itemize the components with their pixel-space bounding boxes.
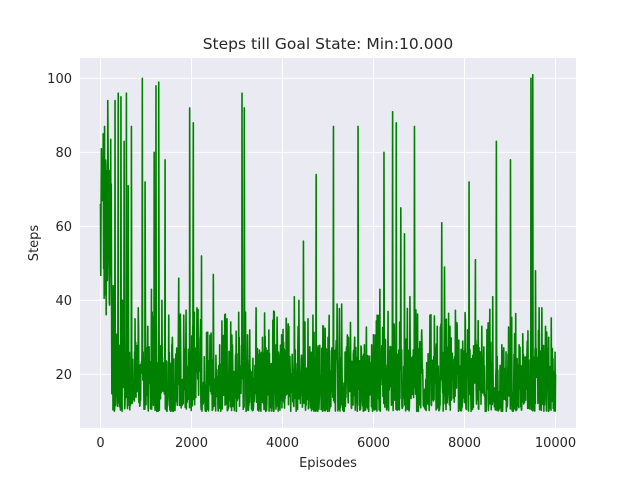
x-tick-label: 6000	[357, 436, 390, 451]
x-tick-label: 0	[96, 436, 104, 451]
chart-title: Steps till Goal State: Min:10.000	[203, 35, 454, 53]
x-axis-ticks: 0 2000 4000 6000 8000 10000	[96, 436, 576, 451]
x-tick-label: 2000	[175, 436, 208, 451]
steps-series-line	[99, 73, 557, 413]
y-axis-ticks: 20 40 60 80 100	[47, 72, 72, 383]
x-axis-label: Episodes	[299, 456, 357, 471]
x-tick-label: 4000	[266, 436, 299, 451]
y-tick-label: 40	[55, 294, 72, 309]
y-tick-label: 80	[55, 146, 72, 161]
y-tick-label: 20	[55, 368, 72, 383]
y-tick-label: 60	[55, 220, 72, 235]
x-tick-label: 8000	[448, 436, 481, 451]
y-axis-label: Steps	[27, 225, 42, 262]
series-group	[99, 73, 557, 413]
x-tick-label: 10000	[535, 436, 576, 451]
y-tick-label: 100	[47, 72, 72, 87]
